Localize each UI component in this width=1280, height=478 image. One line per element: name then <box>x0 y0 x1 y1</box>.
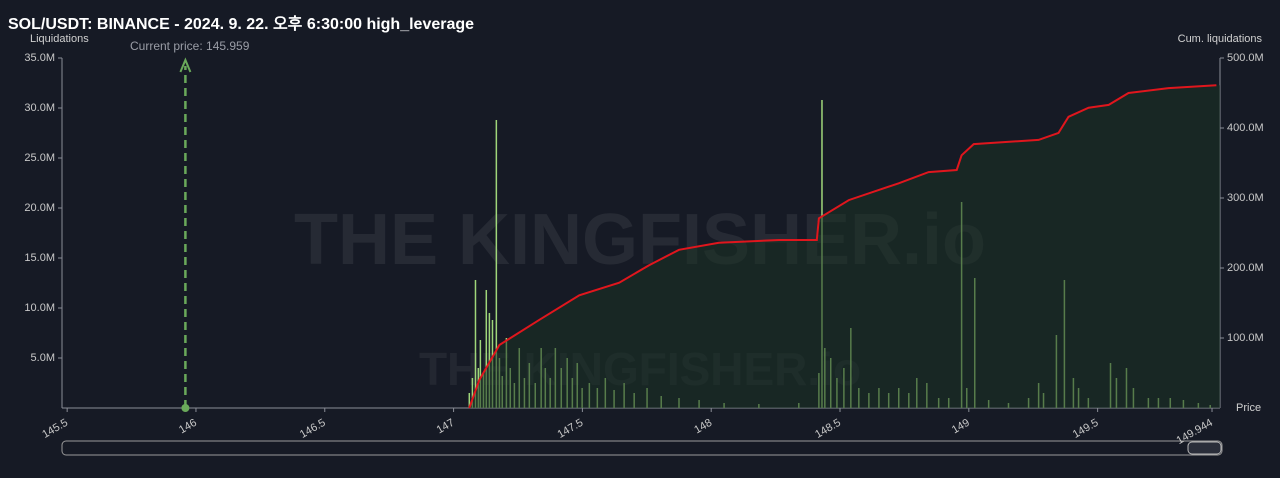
y2-axis-label: Cum. liquidations <box>1178 33 1263 45</box>
current-price-label: Current price: 145.959 <box>130 39 250 53</box>
x-tick-label: 149.5 <box>1071 417 1101 441</box>
x-tick-label: 145.5 <box>40 417 70 441</box>
bar <box>468 393 471 408</box>
x-tick-label: 146 <box>177 417 199 437</box>
x-tick-label: 149 <box>950 417 972 437</box>
y2-tick-label: 500.0M <box>1227 52 1264 64</box>
scroll-handle[interactable] <box>1187 441 1222 455</box>
bar <box>471 378 474 408</box>
current-price-dot <box>181 404 190 412</box>
bar <box>495 120 498 408</box>
bar <box>485 290 488 408</box>
y-tick-label: 35.0M <box>24 52 55 64</box>
y2-tick-label: 400.0M <box>1227 122 1264 134</box>
y-tick-label: 30.0M <box>24 102 55 114</box>
y-axis-label: Liquidations <box>30 33 89 45</box>
line <box>468 84 1217 409</box>
bar <box>479 340 482 408</box>
y2-tick-label: 200.0M <box>1227 262 1264 274</box>
y-tick-label: 20.0M <box>24 202 55 214</box>
y-tick-label: 5.0M <box>31 352 55 364</box>
x-tick-label: 147 <box>435 417 457 437</box>
y-tick-label: 10.0M <box>24 302 55 314</box>
x-tick-label: 148.5 <box>813 417 843 441</box>
x-tick-label: 146.5 <box>298 417 328 441</box>
x-tick-label: 148 <box>692 417 714 437</box>
x-axis-label: Price <box>1236 402 1261 414</box>
current-price-arrow <box>179 57 192 73</box>
area <box>469 85 1220 409</box>
y2-tick-label: 100.0M <box>1227 332 1264 344</box>
scrollbar[interactable] <box>61 440 1223 456</box>
bar <box>474 280 477 408</box>
y-tick-label: 25.0M <box>24 152 55 164</box>
x-tick-label: 147.5 <box>556 417 586 441</box>
y2-tick-label: 300.0M <box>1227 192 1264 204</box>
chart-title: SOL/USDT: BINANCE - 2024. 9. 22. 오후 6:30… <box>8 14 474 33</box>
y-tick-label: 15.0M <box>24 252 55 264</box>
